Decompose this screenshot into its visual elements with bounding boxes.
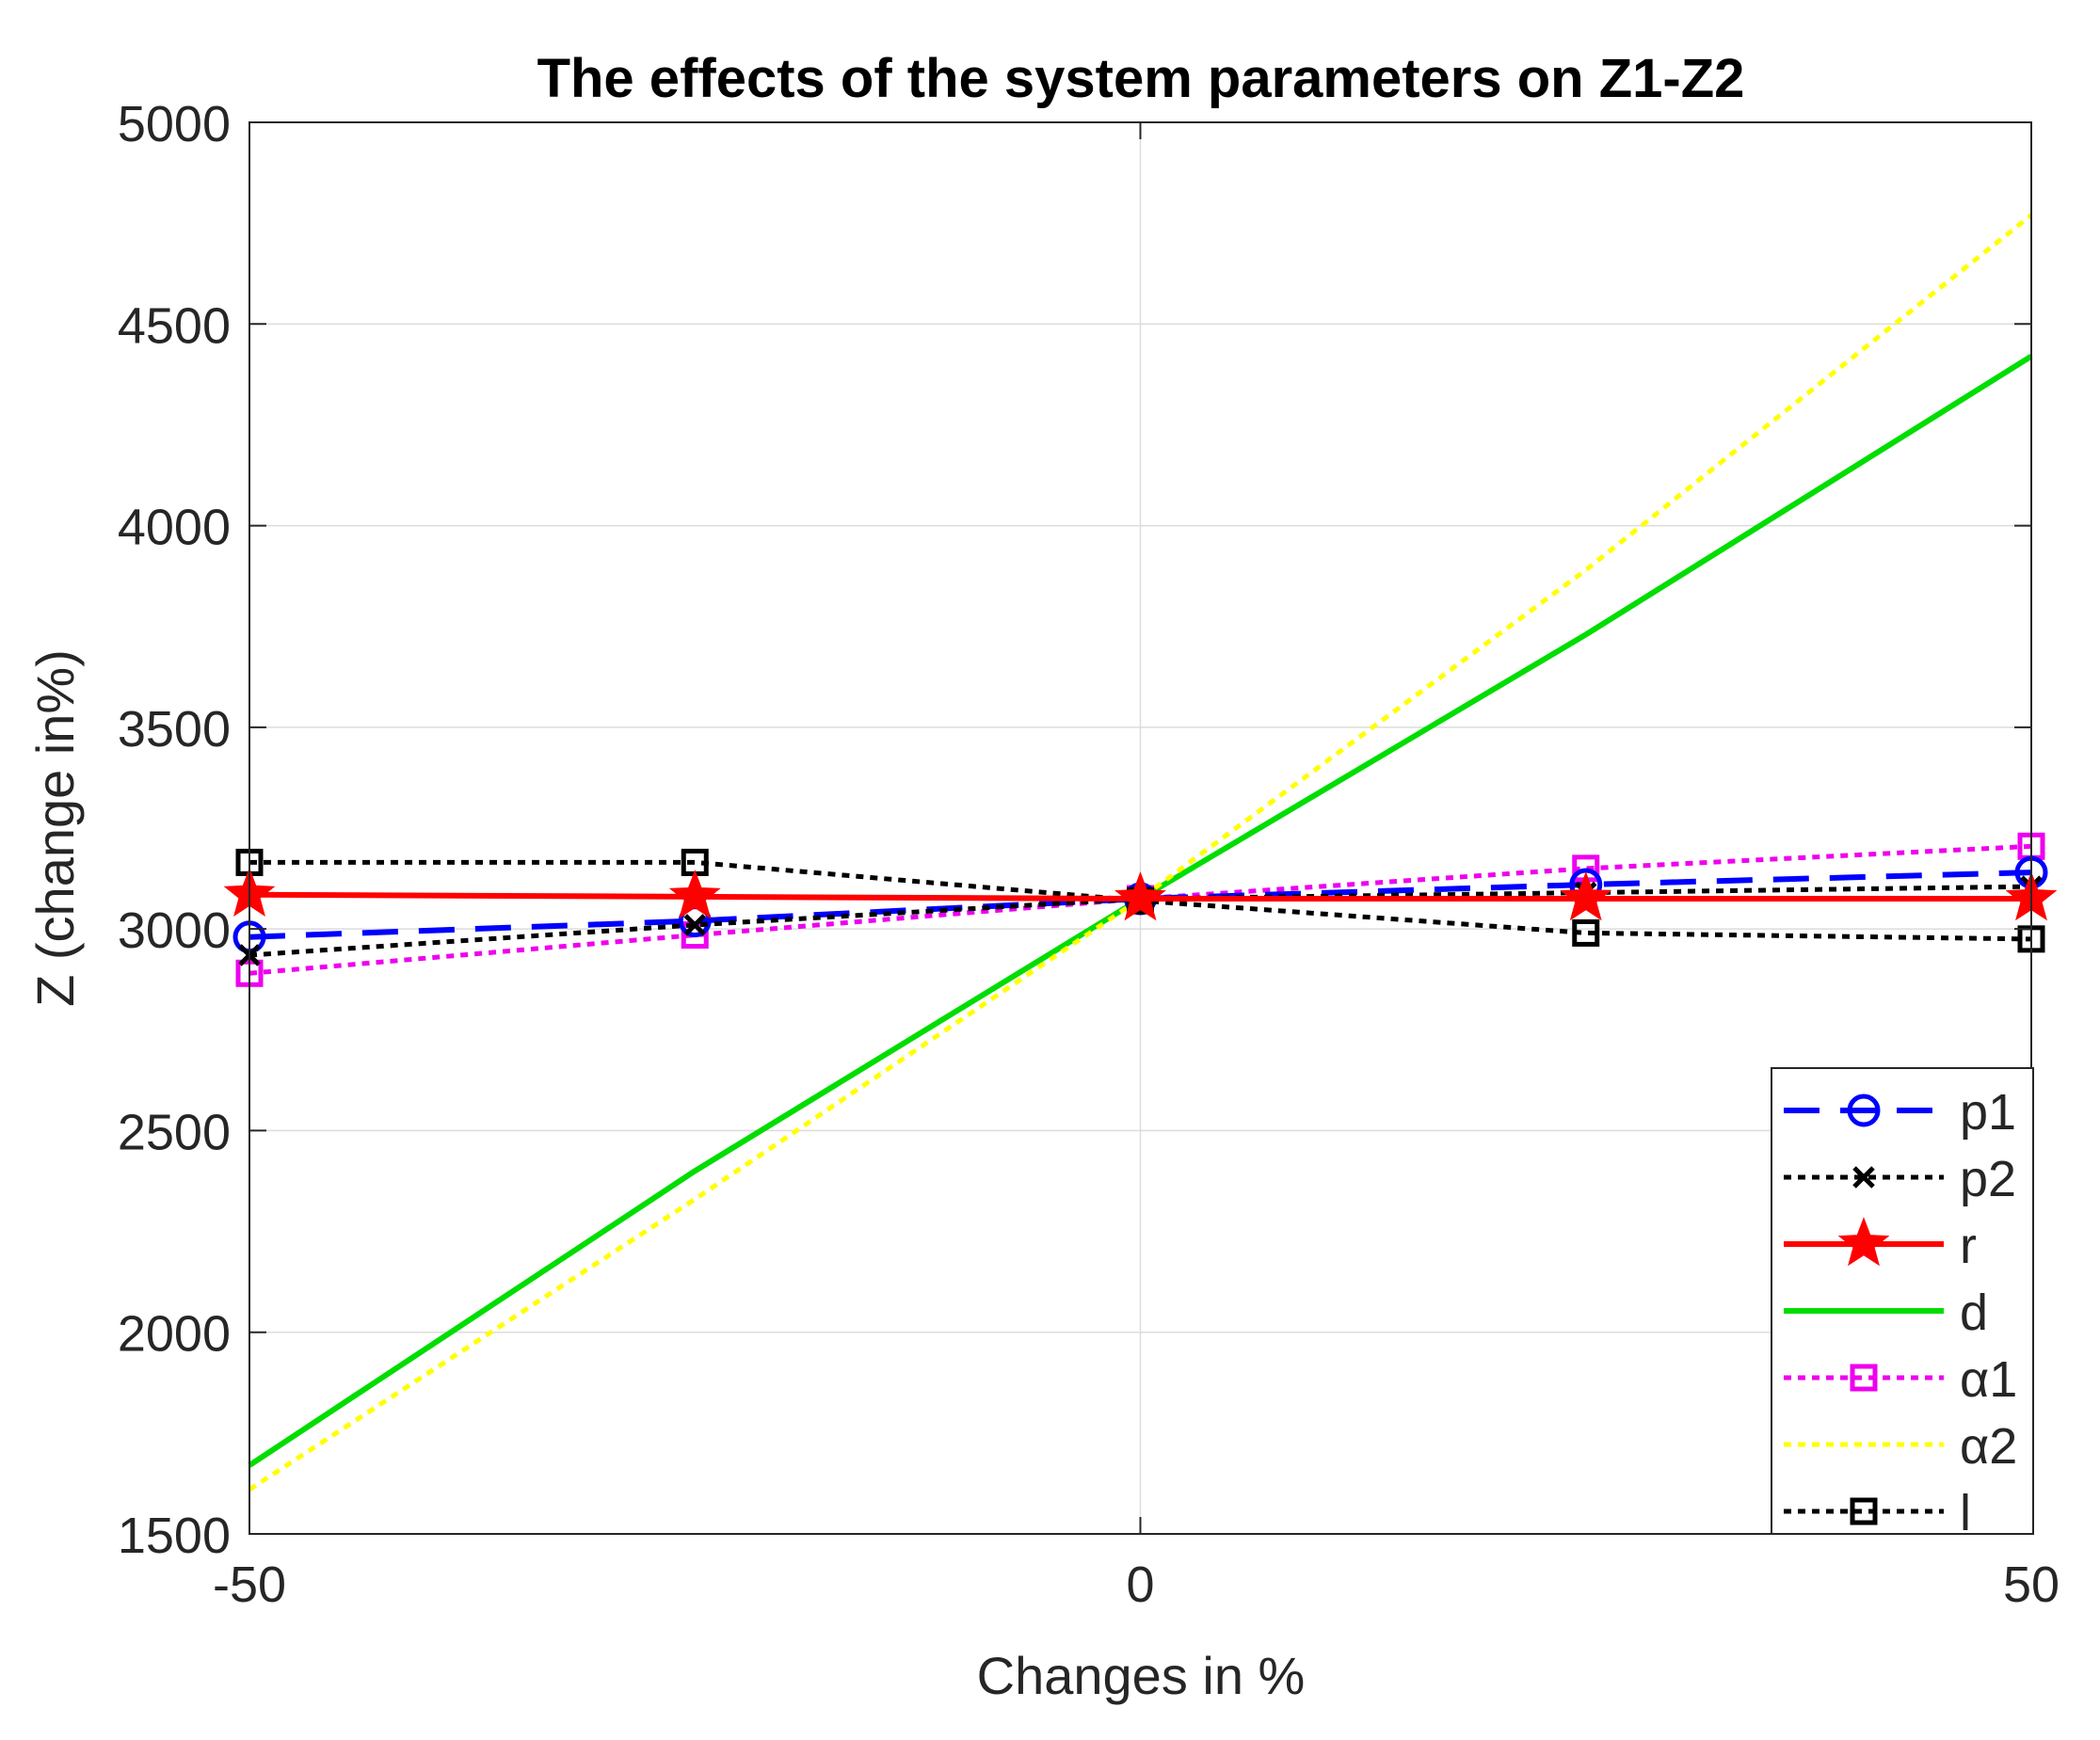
legend-label: l bbox=[1960, 1485, 1971, 1541]
legend-item-d: d bbox=[1784, 1285, 1988, 1341]
legend-box bbox=[1771, 1067, 2034, 1535]
legend-item-p1: p1 bbox=[1784, 1084, 2016, 1141]
axis-ticks: 1500 2000 2500 3000 3500 4000 4500 5000 -50 0 50 bbox=[118, 96, 2060, 1613]
point-r bbox=[668, 870, 721, 919]
legend-marker bbox=[1850, 1497, 1878, 1525]
y-tick-label: 2500 bbox=[118, 1104, 231, 1160]
legend-item-α2: α2 bbox=[1784, 1418, 2017, 1475]
y-tick-label: 4000 bbox=[118, 500, 231, 556]
y-tick-label: 3500 bbox=[118, 701, 231, 758]
series-α2 bbox=[248, 213, 2033, 1492]
legend-item-l: l bbox=[1784, 1485, 1971, 1541]
legend: p1 p2 rd α1 α2 l bbox=[1771, 1067, 2034, 1541]
y-tick-label: 5000 bbox=[118, 96, 231, 152]
point-r bbox=[1560, 871, 1612, 921]
legend-marker bbox=[1850, 1364, 1878, 1392]
point-l bbox=[1572, 918, 1600, 947]
point-p2 bbox=[683, 914, 707, 936]
chart-title: The effects of the system parameters on … bbox=[537, 48, 1745, 109]
point-r bbox=[1114, 871, 1166, 921]
legend-entries: p1 p2 rd α1 α2 l bbox=[1784, 1084, 2017, 1541]
series-line-α2 bbox=[248, 213, 2033, 1492]
legend-item-p2: p2 bbox=[1784, 1151, 2016, 1207]
legend-label: p1 bbox=[1960, 1084, 2016, 1141]
x-axis-label: Changes in % bbox=[977, 1646, 1306, 1705]
legend-label: α2 bbox=[1960, 1418, 2017, 1475]
legend-item-r: r bbox=[1784, 1217, 1977, 1274]
series-line-p1 bbox=[248, 870, 2032, 940]
legend-marker bbox=[1837, 1217, 1890, 1267]
y-axis-label: Z (change in%) bbox=[25, 649, 85, 1007]
legend-label: r bbox=[1960, 1218, 1977, 1274]
legend-marker bbox=[1852, 1166, 1875, 1189]
y-tick-label: 1500 bbox=[118, 1508, 231, 1564]
y-tick-label: 3000 bbox=[118, 902, 231, 959]
y-tick-label: 4500 bbox=[118, 297, 231, 354]
legend-marker bbox=[1847, 1093, 1881, 1127]
series-layer bbox=[223, 213, 2058, 1492]
legend-label: α1 bbox=[1960, 1351, 2017, 1408]
x-tick-label: -50 bbox=[213, 1556, 286, 1613]
x-tick-label: 0 bbox=[1126, 1556, 1154, 1613]
legend-label: d bbox=[1960, 1285, 1988, 1341]
legend-label: p2 bbox=[1960, 1151, 2016, 1207]
legend-item-α1: α1 bbox=[1784, 1351, 2017, 1408]
y-tick-label: 2000 bbox=[118, 1306, 231, 1363]
x-tick-label: 50 bbox=[2003, 1556, 2060, 1613]
